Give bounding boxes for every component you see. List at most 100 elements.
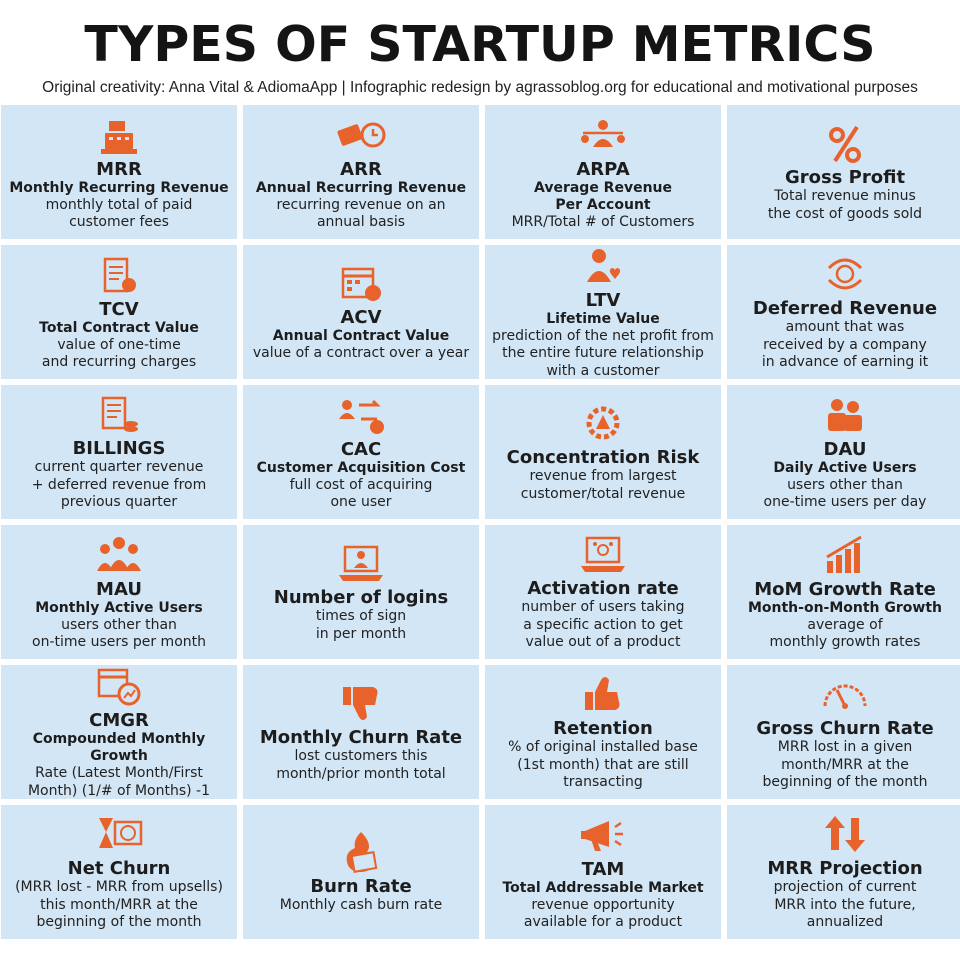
metric-name: MoM Growth Rate — [754, 578, 936, 600]
metric-card: CAC Customer Acquisition Cost full cost of… — [243, 385, 479, 519]
metric-card: Deferred Revenue amount that was received… — [727, 245, 960, 379]
metric-description: MRR lost in a given month/MRR at the beg… — [762, 739, 928, 791]
gear-warning-icon — [575, 401, 631, 445]
metric-name: MAU — [96, 578, 142, 600]
metric-description: revenue from largest customer/total reve… — [520, 468, 686, 502]
metric-description: (MRR lost - MRR from upsells) this month… — [15, 879, 223, 931]
thumbs-down-icon — [333, 681, 389, 725]
metric-description: % of original installed base (1st month)… — [508, 739, 698, 791]
metric-description: average of monthly growth rates — [769, 616, 921, 651]
gauge-icon — [817, 672, 873, 716]
metric-name: Monthly Churn Rate — [259, 727, 463, 748]
page-title: TYPES OF STARTUP METRICS — [84, 16, 876, 73]
metric-card: Retention% of original installed base (1… — [485, 665, 721, 799]
metric-card: Gross Churn Rate MRR lost in a given mont… — [727, 665, 960, 799]
metric-description: MRR/Total # of Customers — [511, 213, 695, 230]
hourglass-money-icon — [91, 812, 147, 856]
metric-name: Gross Churn Rate — [756, 718, 934, 740]
metric-name: Burn Rate — [310, 875, 412, 897]
metric-name: DAU — [823, 438, 867, 460]
balance-person-icon — [575, 113, 631, 157]
metric-card: ACV Annual Contract Value value of a contr… — [243, 245, 479, 379]
metric-card: TCV Total Contract Value value of one-time… — [1, 245, 237, 379]
bill-coins-icon — [91, 392, 147, 436]
metric-full-name: Daily Active Users — [773, 459, 917, 476]
metric-description: monthly total of paid customer fees — [45, 196, 193, 231]
metric-card: BILLINGS current quarter revenue + deferr… — [1, 385, 237, 519]
metric-card: Monthly Churn Rate lost customers this mo… — [243, 665, 479, 799]
group-icon — [91, 533, 147, 577]
money-cycle-icon — [817, 252, 873, 296]
metric-card: ARR Annual Recurring Revenue recurring rev… — [243, 105, 479, 239]
metric-card: MRR Monthly Recurring Revenue monthly tota… — [1, 105, 237, 239]
metric-full-name: Total Addressable Market — [502, 879, 704, 896]
metric-name: ARR — [340, 158, 382, 180]
metric-card: DAU Daily Active Users users other than on… — [727, 385, 960, 519]
calendar-chart-icon — [91, 665, 147, 708]
metric-card: Concentration Risk revenue from largest c… — [485, 385, 721, 519]
thumbs-up-icon — [575, 672, 631, 716]
metric-card: Burn Rate Monthly cash burn rate — [243, 805, 479, 939]
metric-full-name: Month-on-Month Growth — [747, 599, 943, 616]
metric-description: users other than on-time users per month — [32, 616, 206, 651]
user-exchange-icon — [333, 393, 389, 437]
metric-description: current quarter revenue + deferred reven… — [31, 459, 207, 511]
metric-card: TAM Total Addressable Market revenue oppor… — [485, 805, 721, 939]
metric-name: Number of logins — [273, 587, 449, 608]
metric-description: users other than one-time users per day — [763, 476, 927, 511]
metric-name: CAC — [340, 438, 382, 460]
metric-card: Net Churn (MRR lost - MRR from upsells) t… — [1, 805, 237, 939]
metric-card: MRR Projection projection of current MRR … — [727, 805, 960, 939]
percent-icon — [817, 121, 873, 165]
metric-description: times of sign in per month — [315, 608, 407, 642]
metric-card: Gross Profit Total revenue minus the cost… — [727, 105, 960, 239]
metric-full-name: Monthly Recurring Revenue — [9, 179, 229, 196]
metric-name: TCV — [99, 298, 139, 320]
metrics-grid: MRR Monthly Recurring Revenue monthly tota… — [0, 105, 960, 945]
laptop-user-icon — [333, 541, 389, 585]
laptop-network-icon — [575, 532, 631, 576]
metric-card: MAU Monthly Active Users users other than … — [1, 525, 237, 659]
metric-name: CMGR — [89, 710, 149, 731]
metric-full-name: Total Contract Value — [39, 319, 199, 336]
calendar-money-icon — [333, 261, 389, 305]
metric-name: Retention — [553, 718, 653, 740]
metric-description: number of users taking a specific action… — [521, 599, 685, 651]
contract-icon — [91, 253, 147, 297]
metric-description: prediction of the net profit from the en… — [492, 327, 714, 379]
metric-card: LTV Lifetime Value prediction of the net p… — [485, 245, 721, 379]
metric-full-name: Lifetime Value — [546, 310, 660, 327]
metric-card: ARPA Average Revenue Per Account MRR/Total… — [485, 105, 721, 239]
metric-name: Activation rate — [527, 578, 679, 600]
metric-full-name: Compounded Monthly Growth — [32, 731, 206, 764]
metric-description: Total revenue minus the cost of goods so… — [767, 188, 923, 222]
users-pair-icon — [817, 393, 873, 437]
metric-description: full cost of acquiring one user — [289, 476, 433, 511]
metric-full-name: Monthly Active Users — [35, 599, 203, 616]
metric-name: Deferred Revenue — [752, 298, 938, 320]
metric-name: MRR Projection — [767, 858, 923, 880]
metric-full-name: Average Revenue Per Account — [533, 179, 673, 213]
metric-description: Monthly cash burn rate — [279, 896, 443, 913]
cash-register-icon — [91, 113, 147, 157]
metric-name: ARPA — [576, 158, 630, 180]
metric-description: recurring revenue on an annual basis — [276, 196, 446, 231]
metric-description: revenue opportunity available for a prod… — [523, 896, 683, 931]
metric-name: TAM — [581, 858, 625, 880]
metric-name: ACV — [340, 307, 382, 329]
money-clock-icon — [333, 113, 389, 157]
metric-card: MoM Growth Rate Month-on-Month Growth aver… — [727, 525, 960, 659]
up-down-arrows-icon — [817, 812, 873, 856]
metric-description: Rate (Latest Month/First Month) (1/# of … — [27, 765, 211, 799]
metric-description: projection of current MRR into the futur… — [773, 879, 917, 931]
metric-full-name: Annual Recurring Revenue — [255, 179, 467, 196]
metric-description: value of a contract over a year — [252, 345, 470, 362]
metric-card: CMGR Compounded Monthly Growth Rate (Lates… — [1, 665, 237, 799]
metric-name: Net Churn — [67, 858, 171, 880]
metric-description: lost customers this month/prior month to… — [276, 748, 446, 782]
bar-growth-icon — [817, 533, 873, 577]
metric-card: Activation rate number of users taking a … — [485, 525, 721, 659]
metric-description: amount that was received by a company in… — [761, 319, 929, 371]
metric-name: Concentration Risk — [506, 447, 700, 468]
metric-description: value of one-time and recurring charges — [41, 336, 197, 371]
